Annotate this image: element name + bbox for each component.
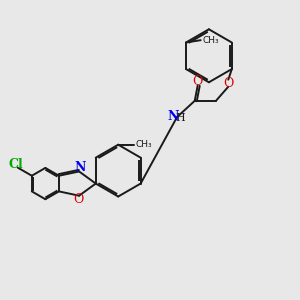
Text: O: O — [73, 193, 84, 206]
Text: Cl: Cl — [9, 158, 24, 171]
Text: N: N — [167, 110, 178, 123]
Text: H: H — [175, 113, 185, 123]
Text: N: N — [74, 161, 85, 174]
Text: CH₃: CH₃ — [136, 140, 152, 149]
Text: O: O — [192, 75, 202, 88]
Text: O: O — [223, 77, 233, 90]
Text: CH₃: CH₃ — [202, 36, 219, 45]
